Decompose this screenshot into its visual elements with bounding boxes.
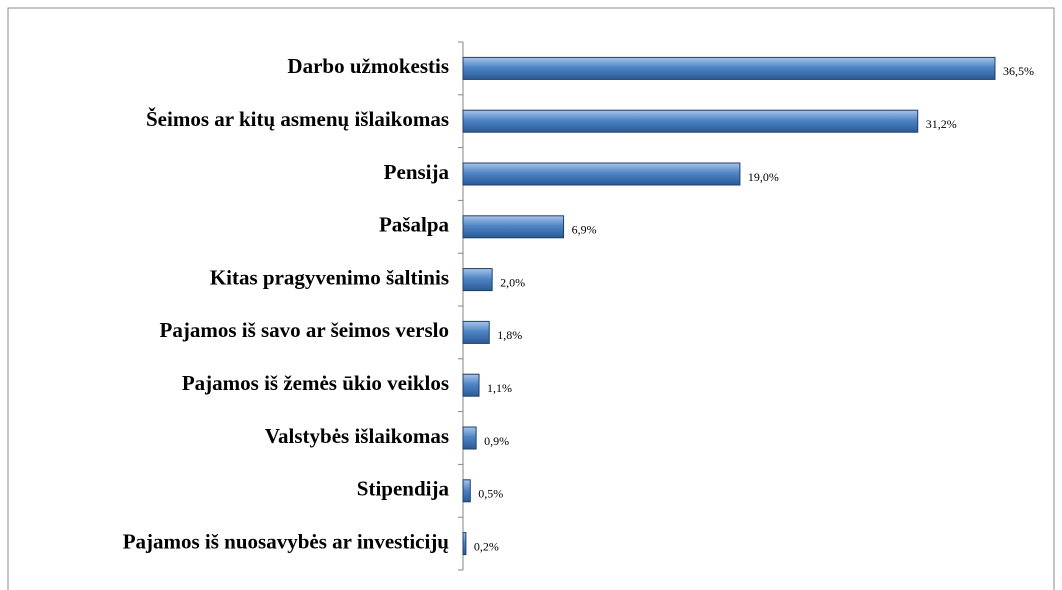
value-label: 1,8% (497, 328, 522, 342)
y-tick-label: Darbo užmokestis (287, 54, 449, 78)
bar (462, 320, 490, 344)
bar (462, 426, 477, 450)
bar (462, 532, 467, 556)
bar (462, 162, 741, 186)
chart-border (7, 7, 1055, 590)
value-label: 6,9% (572, 223, 597, 237)
y-tick-label: Šeimos ar kitų asmenų išlaikomas (146, 107, 449, 131)
bar (462, 479, 471, 503)
y-tick-label: Pajamos iš savo ar šeimos verslo (160, 318, 450, 342)
bar (462, 215, 565, 239)
y-tick-label: Kitas pragyvenimo šaltinis (210, 265, 449, 289)
value-label: 36,5% (1003, 64, 1034, 78)
value-label: 2,0% (500, 275, 525, 289)
bar (462, 268, 493, 292)
value-label: 19,0% (748, 170, 779, 184)
value-label: 0,9% (484, 434, 509, 448)
bar (462, 109, 919, 133)
y-tick-label: Pajamos iš žemės ūkio veiklos (182, 371, 449, 395)
bar (462, 373, 480, 397)
bar (462, 56, 996, 80)
y-tick-label: Stipendija (357, 477, 450, 501)
y-tick-label: Pajamos iš nuosavybės ar investicijų (123, 529, 450, 553)
value-label: 1,1% (487, 381, 512, 395)
value-label: 0,5% (478, 487, 503, 501)
y-tick-label: Pensija (384, 160, 450, 184)
value-label: 0,2% (474, 539, 499, 553)
y-tick-label: Valstybės išlaikomas (265, 424, 449, 448)
y-tick-label: Pašalpa (379, 213, 450, 237)
value-label: 31,2% (926, 117, 957, 131)
